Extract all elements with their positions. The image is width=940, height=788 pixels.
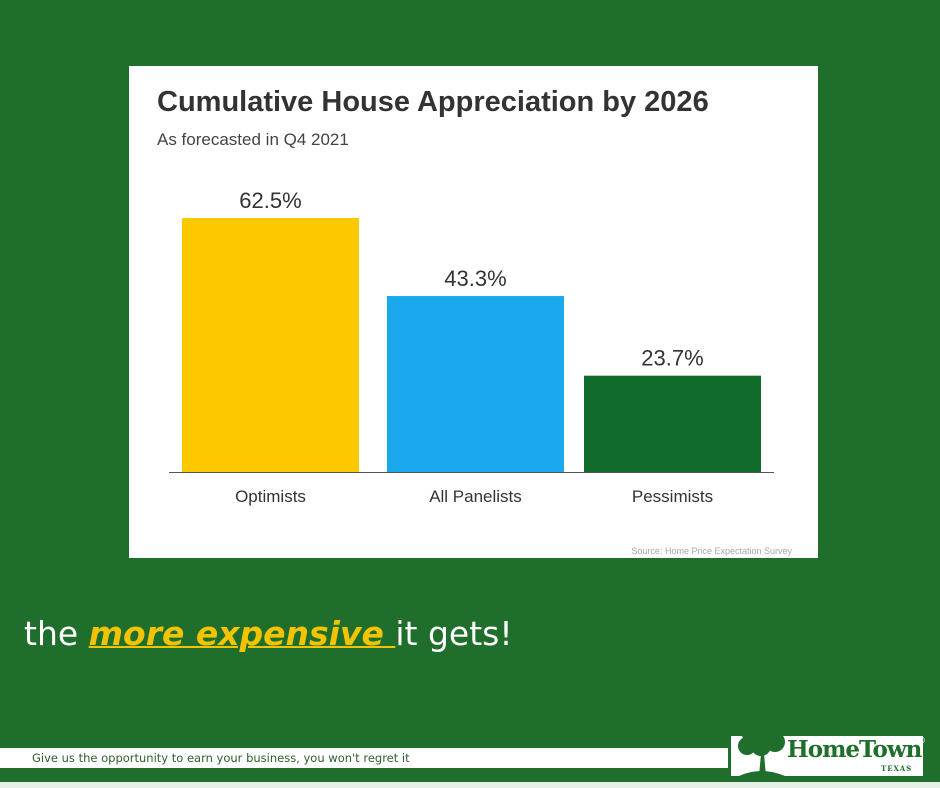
logo-region: TEXAS — [881, 764, 913, 773]
category-label: Pessimists — [632, 487, 713, 506]
footer-tagline: Give us the opportunity to earn your bus… — [32, 751, 410, 765]
category-label: All Panelists — [429, 487, 522, 506]
chart-title: Cumulative House Appreciation by 2026 — [157, 86, 709, 118]
category-label: Optimists — [235, 487, 306, 506]
footer-bar: Give us the opportunity to earn your bus… — [0, 748, 728, 768]
bar-all-panelists — [387, 296, 564, 472]
headline-suffix: it gets! — [395, 614, 513, 653]
logo-registered-mark: ® — [918, 736, 926, 745]
bar-optimists — [182, 218, 359, 472]
oak-tree-icon — [738, 718, 785, 776]
bar-pessimists — [584, 375, 761, 472]
headline-emphasis: more expensive — [88, 614, 396, 653]
data-label: 62.5% — [239, 188, 301, 213]
logo-wordmark: HomeTown — [787, 736, 922, 763]
bar-chart: 62.5% Optimists 43.3% All Panelists 23.7% Pes… — [169, 188, 774, 506]
bottom-strip — [0, 782, 940, 788]
headline: the more expensive it gets! — [24, 614, 513, 653]
chart-card: Cumulative House Appreciation by 2026 As… — [129, 66, 818, 558]
chart-source: Source: Home Price Expectation Survey — [631, 546, 792, 556]
chart-subtitle: As forecasted in Q4 2021 — [157, 130, 349, 149]
data-label: 43.3% — [444, 266, 506, 291]
headline-prefix: the — [24, 614, 89, 653]
hometown-logo: HomeTown ® TEXAS — [729, 716, 929, 782]
data-label: 23.7% — [641, 346, 703, 371]
